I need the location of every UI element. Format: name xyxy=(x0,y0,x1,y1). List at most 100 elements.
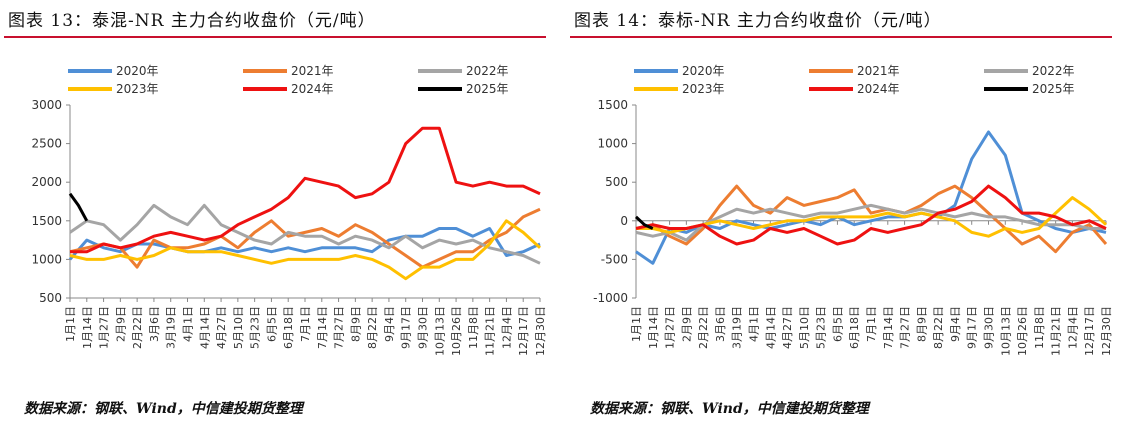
legend-item: 2022年 xyxy=(984,62,1075,79)
x-tick-label: 12月17日 xyxy=(1083,306,1096,356)
y-tick-label: -1000 xyxy=(593,291,628,305)
x-tick-label: 6月5日 xyxy=(265,306,278,342)
legend-label: 2021年 xyxy=(857,64,900,78)
series-line xyxy=(634,215,654,230)
x-tick-label: 12月30日 xyxy=(534,306,547,356)
y-tick-label: 1000 xyxy=(597,137,628,151)
x-tick-label: 5月10日 xyxy=(798,306,811,349)
legend-swatch xyxy=(243,68,287,73)
x-tick-label: 3月6日 xyxy=(148,306,161,342)
x-tick-label: 9月4日 xyxy=(949,306,962,342)
legend-swatch xyxy=(418,68,462,73)
legend-label: 2024年 xyxy=(857,82,900,96)
legend-swatch xyxy=(809,68,853,73)
x-tick-label: 7月14日 xyxy=(316,306,329,349)
x-tick-label: 12月4日 xyxy=(500,306,513,349)
x-tick-label: 1月14日 xyxy=(81,306,94,349)
x-tick-label: 11月8日 xyxy=(467,306,480,349)
legend-swatch xyxy=(418,86,462,91)
legend-swatch xyxy=(809,86,853,91)
series-line xyxy=(70,126,541,254)
y-tick-label: 0 xyxy=(620,214,628,228)
x-tick-label: 9月17日 xyxy=(966,306,979,349)
x-tick-label: 3月19日 xyxy=(165,306,178,349)
x-tick-label: 1月27日 xyxy=(664,306,677,349)
x-tick-label: 11月8日 xyxy=(1033,306,1046,349)
series-line xyxy=(69,207,541,269)
legend-item: 2025年 xyxy=(984,80,1075,97)
x-tick-label: 6月18日 xyxy=(848,306,861,349)
series-line xyxy=(69,203,541,265)
legend-label: 2021年 xyxy=(291,64,334,78)
line-chart: -1000 -500 0 500 1000 1500 1月1日 1月14日 1月27日 2月9日 2… xyxy=(593,98,1113,356)
chart-legend: 2020年 2021年 2022年 2023年 2024年 2025年 xyxy=(68,62,538,98)
y-tick-label: 1500 xyxy=(597,98,628,112)
legend-swatch xyxy=(634,86,678,91)
x-tick-label: 11月21日 xyxy=(1050,306,1063,356)
x-tick-label: 3月19日 xyxy=(731,306,744,349)
x-tick-label: 9月17日 xyxy=(400,306,413,349)
data-source-note: 数据来源：钢联、Wind，中信建投期货整理 xyxy=(24,401,303,417)
chart-legend: 2020年 2021年 2022年 2023年 2024年 2025年 xyxy=(634,62,1104,98)
x-tick-label: 4月1日 xyxy=(182,306,195,342)
x-tick-label: 4月27日 xyxy=(781,306,794,349)
y-tick-label: 3000 xyxy=(31,98,62,112)
legend-item: 2023年 xyxy=(634,80,725,97)
y-tick-label: 1500 xyxy=(31,214,62,228)
series-line xyxy=(635,130,1107,265)
x-tick-label: 7月27日 xyxy=(899,306,912,349)
data-source-note: 数据来源：钢联、Wind，中信建投期货整理 xyxy=(590,401,869,417)
legend-swatch xyxy=(68,68,112,73)
legend-item: 2025年 xyxy=(418,80,509,97)
x-tick-label: 1月1日 xyxy=(64,306,77,342)
legend-swatch xyxy=(243,86,287,91)
x-tick-label: 10月13日 xyxy=(999,306,1012,356)
x-tick-label: 9月30日 xyxy=(983,306,996,349)
chart-panel-left: 图表 13：泰混-NR 主力合约收盘价（元/吨） 500 1000 1500 2000… xyxy=(4,11,547,417)
x-tick-label: 9月30日 xyxy=(417,306,430,349)
x-tick-label: 1月14日 xyxy=(647,306,660,349)
series-line xyxy=(635,184,1108,254)
x-tick-label: 4月27日 xyxy=(215,306,228,349)
x-tick-label: 2月9日 xyxy=(680,306,693,342)
legend-label: 2023年 xyxy=(682,82,725,96)
y-tick-label: 2000 xyxy=(31,175,62,189)
legend-label: 2025年 xyxy=(1032,82,1075,96)
legend-swatch xyxy=(634,68,678,73)
legend-item: 2022年 xyxy=(418,62,509,79)
x-tick-label: 6月5日 xyxy=(831,306,844,342)
line-chart: 500 1000 1500 2000 2500 3000 1月1日 1月14日 1月27日 2月9… xyxy=(31,98,547,356)
x-tick-label: 3月6日 xyxy=(714,306,727,342)
series-line xyxy=(635,184,1107,246)
legend-item: 2021年 xyxy=(809,62,900,79)
legend-item: 2024年 xyxy=(243,80,334,97)
x-tick-label: 1月27日 xyxy=(98,306,111,349)
y-tick-label: -500 xyxy=(601,252,628,266)
series-line xyxy=(68,227,541,261)
x-tick-label: 10月13日 xyxy=(433,306,446,356)
legend-item: 2020年 xyxy=(634,62,725,79)
title-divider xyxy=(4,36,546,38)
legend-label: 2020年 xyxy=(682,64,725,78)
legend-item: 2023年 xyxy=(68,80,159,97)
x-tick-label: 2月22日 xyxy=(697,306,710,349)
series-line xyxy=(68,192,89,222)
legend-swatch xyxy=(984,86,1028,91)
x-tick-label: 8月9日 xyxy=(349,306,362,342)
x-tick-label: 10月26日 xyxy=(450,306,463,356)
x-tick-label: 4月1日 xyxy=(748,306,761,342)
legend-swatch xyxy=(68,86,112,91)
legend-label: 2022年 xyxy=(1032,64,1075,78)
chart-title: 图表 14：泰标-NR 主力合约收盘价（元/吨） xyxy=(574,11,942,31)
y-tick-label: 500 xyxy=(605,175,628,189)
legend-item: 2020年 xyxy=(68,62,159,79)
legend-label: 2022年 xyxy=(466,64,509,78)
x-tick-label: 1月1日 xyxy=(630,306,643,342)
legend-item: 2024年 xyxy=(809,80,900,97)
y-tick-label: 500 xyxy=(39,291,62,305)
chart-panel-right: 图表 14：泰标-NR 主力合约收盘价（元/吨） -1000 -500 0 500 10… xyxy=(566,0,1132,432)
x-tick-label: 2月22日 xyxy=(131,306,144,349)
legend-item: 2021年 xyxy=(243,62,334,79)
legend-label: 2023年 xyxy=(116,82,159,96)
y-tick-label: 2500 xyxy=(31,137,62,151)
